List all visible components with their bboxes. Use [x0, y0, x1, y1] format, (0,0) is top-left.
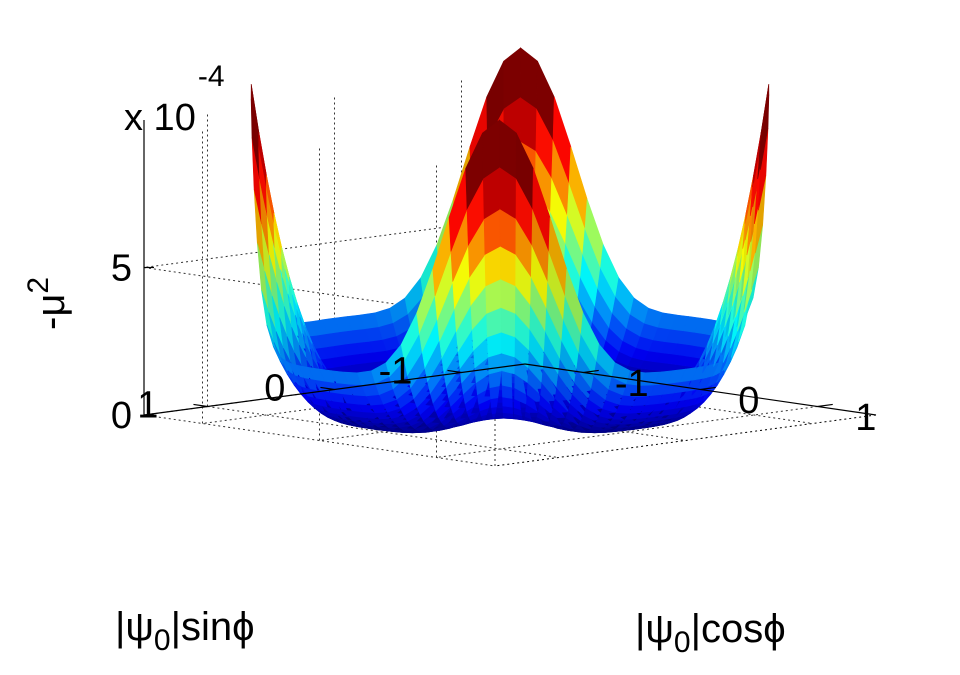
x-tick: [817, 403, 833, 408]
y-axis-label-tail: |sinϕ: [171, 605, 255, 649]
axes: [143, 120, 877, 467]
z-axis-label: -μ2: [22, 277, 73, 330]
grid-line: [202, 372, 584, 424]
grid-line: [143, 216, 526, 268]
z-multiplier: x 10-4: [124, 60, 225, 139]
z-multiplier-exp: -4: [198, 60, 225, 93]
y-axis-label-sub: 0: [154, 624, 171, 657]
surface-patch: [760, 83, 770, 142]
z-tick-label: 5: [111, 248, 132, 290]
surface-mesh: [250, 47, 770, 434]
y-tick-label: 0: [264, 367, 285, 409]
x-axis-label-sub: 0: [674, 626, 691, 659]
x-tick: [583, 369, 599, 374]
y-tick: [193, 403, 208, 408]
x-back-line: [494, 414, 877, 467]
y-tick-label: 1: [137, 384, 158, 426]
x-axis-label-tail: |cosϕ: [691, 607, 786, 651]
x-tick: [700, 386, 716, 391]
z-tick-label: 0: [111, 395, 132, 437]
x-tick-label: -1: [615, 363, 649, 405]
x-axis-label: |ψ0|cosϕ: [635, 607, 786, 659]
z-axis-label-sup: 2: [22, 277, 55, 294]
grid-line: [207, 406, 559, 458]
x-tick-label: 0: [738, 380, 759, 422]
grid-line: [143, 414, 496, 467]
x-tick-label: 1: [855, 397, 876, 439]
y-tick-label: -1: [379, 350, 413, 392]
y-axis-label: |ψ0|sinϕ: [115, 605, 255, 657]
grid-line: [334, 389, 686, 441]
grid-line: [319, 389, 701, 441]
y-tick: [320, 386, 335, 391]
grid-line: [461, 372, 813, 424]
y-tick: [447, 369, 462, 374]
